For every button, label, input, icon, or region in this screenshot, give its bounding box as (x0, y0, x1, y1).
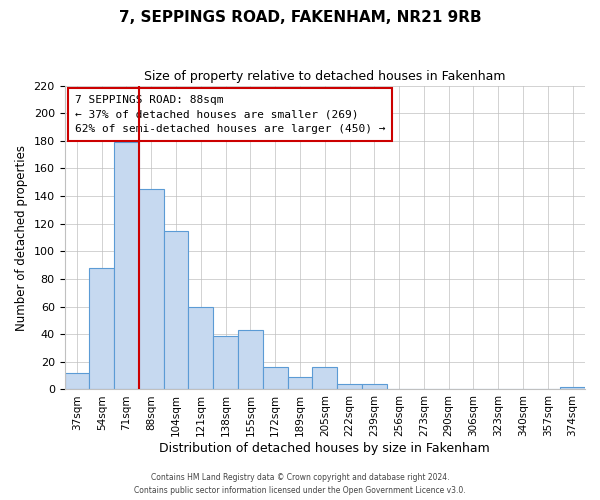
Bar (65, 373, 89, 390)
Bar (238, 330, 263, 390)
Bar (263, 368, 287, 390)
Text: 7, SEPPINGS ROAD, FAKENHAM, NR21 9RB: 7, SEPPINGS ROAD, FAKENHAM, NR21 9RB (119, 10, 481, 25)
Bar (313, 368, 337, 390)
Bar (287, 377, 313, 390)
X-axis label: Distribution of detached houses by size in Fakenham: Distribution of detached houses by size … (160, 442, 490, 455)
Bar (114, 142, 139, 390)
Text: 7 SEPPINGS ROAD: 88sqm
← 37% of detached houses are smaller (269)
62% of semi-de: 7 SEPPINGS ROAD: 88sqm ← 37% of detached… (75, 94, 385, 134)
Bar (362, 384, 387, 390)
Bar (213, 336, 238, 390)
Bar (164, 230, 188, 390)
Y-axis label: Number of detached properties: Number of detached properties (15, 144, 28, 330)
Bar (188, 306, 213, 390)
Bar (139, 189, 164, 390)
Title: Size of property relative to detached houses in Fakenham: Size of property relative to detached ho… (144, 70, 506, 83)
Bar (89, 268, 114, 390)
Bar (560, 386, 585, 390)
Bar (337, 384, 362, 390)
Text: Contains HM Land Registry data © Crown copyright and database right 2024.
Contai: Contains HM Land Registry data © Crown c… (134, 474, 466, 495)
